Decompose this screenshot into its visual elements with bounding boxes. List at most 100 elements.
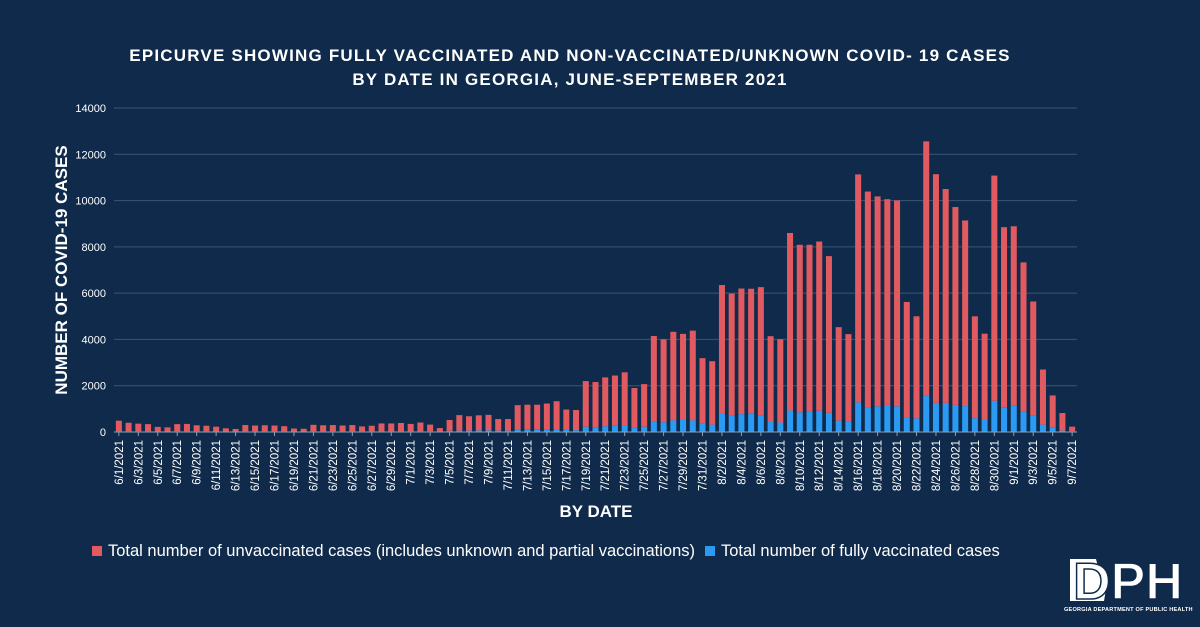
legend-label-vaccinated: Total number of fully vaccinated cases: [721, 541, 1000, 560]
bar-unvaccinated: [563, 409, 570, 430]
bar-vaccinated: [1039, 424, 1046, 432]
bar-unvaccinated: [757, 287, 764, 416]
bar-vaccinated: [1049, 427, 1056, 432]
bar-vaccinated: [534, 429, 541, 432]
x-tick-label: 6/13/2021: [231, 440, 243, 491]
bar-vaccinated: [981, 419, 988, 432]
bar-unvaccinated: [660, 339, 667, 423]
bar-unvaccinated: [611, 375, 618, 426]
bar-vaccinated: [884, 404, 891, 432]
bar-unvaccinated: [602, 377, 609, 427]
x-tick-label: 6/11/2021: [211, 440, 223, 490]
bar-unvaccinated: [466, 416, 473, 431]
bar-unvaccinated: [310, 424, 317, 432]
x-tick-label: 8/28/2021: [970, 440, 982, 491]
x-tick-label: 6/25/2021: [347, 440, 359, 491]
bar-vaccinated: [650, 421, 657, 432]
x-tick-label: 8/10/2021: [795, 440, 807, 491]
bar-unvaccinated: [135, 423, 142, 432]
bar-unvaccinated: [864, 191, 871, 408]
bar-vaccinated: [466, 430, 473, 432]
x-tick-label: 7/19/2021: [581, 440, 593, 491]
x-tick-label: 9/5/2021: [1048, 440, 1060, 485]
bar-vaccinated: [991, 400, 998, 432]
bar-unvaccinated: [621, 372, 628, 426]
x-axis-label: BY DATE: [559, 502, 632, 521]
bar-unvaccinated: [796, 244, 803, 413]
x-tick-label: 6/21/2021: [308, 440, 320, 491]
x-tick-label: 7/21/2021: [600, 440, 612, 491]
bar-vaccinated: [582, 426, 589, 432]
bar-unvaccinated: [942, 189, 949, 403]
bar-unvaccinated: [543, 403, 550, 430]
bar-unvaccinated: [417, 422, 424, 432]
bar-unvaccinated: [388, 423, 395, 432]
bar-unvaccinated: [232, 428, 239, 432]
bar-vaccinated: [670, 420, 677, 432]
y-tick-label: 0: [100, 427, 106, 439]
y-tick-label: 4000: [82, 334, 106, 346]
x-tick-label: 7/11/2021: [503, 440, 515, 490]
bar-unvaccinated: [806, 244, 813, 412]
bar-vaccinated: [631, 427, 638, 432]
x-tick-label: 6/27/2021: [367, 440, 379, 491]
bar-unvaccinated: [446, 419, 453, 431]
x-tick-label: 8/2/2021: [717, 440, 729, 485]
bar-vaccinated: [864, 407, 871, 432]
bar-vaccinated: [573, 430, 580, 432]
bar-vaccinated: [699, 423, 706, 432]
bar-unvaccinated: [573, 410, 580, 431]
y-axis-label: NUMBER OF COVID-19 CASES: [52, 145, 71, 394]
bar-unvaccinated: [290, 428, 297, 432]
x-tick-label: 6/5/2021: [153, 440, 165, 485]
bar-unvaccinated: [456, 415, 463, 431]
x-tick-label: 7/1/2021: [406, 440, 418, 485]
bar-unvaccinated: [923, 141, 930, 396]
y-axis-ticks: 0 2000 4000 6000 8000 10000 12000 14000: [75, 103, 106, 439]
bar-vaccinated: [563, 429, 570, 432]
bar-vaccinated: [553, 429, 560, 432]
bar-unvaccinated: [699, 358, 706, 424]
dph-logo-subtext: GEORGIA DEPARTMENT OF PUBLIC HEALTH: [1064, 607, 1193, 613]
bar-vaccinated: [592, 427, 599, 432]
bar-vaccinated: [806, 411, 813, 432]
bar-unvaccinated: [670, 331, 677, 421]
x-tick-label: 7/17/2021: [561, 440, 573, 491]
bar-vaccinated: [952, 404, 959, 432]
chart-legend: Total number of unvaccinated cases (incl…: [92, 541, 1010, 561]
y-tick-label: 14000: [75, 103, 106, 115]
x-tick-label: 7/25/2021: [639, 440, 651, 491]
bar-unvaccinated: [397, 422, 404, 432]
bar-unvaccinated: [971, 316, 978, 419]
bar-vaccinated: [709, 424, 716, 432]
x-tick-label: 6/23/2021: [328, 440, 340, 491]
chart-bars: [115, 141, 1076, 432]
bar-unvaccinated: [427, 424, 434, 432]
bar-vaccinated: [718, 413, 725, 432]
bar-vaccinated: [787, 410, 794, 432]
bar-unvaccinated: [183, 423, 190, 432]
bar-unvaccinated: [825, 256, 832, 413]
chart-title-line2: BY DATE IN GEORGIA, JUNE-SEPTEMBER 2021: [352, 70, 788, 89]
x-tick-label: 6/19/2021: [289, 440, 301, 491]
bar-unvaccinated: [748, 288, 755, 414]
bar-unvaccinated: [1049, 395, 1056, 428]
bar-unvaccinated: [524, 404, 531, 430]
x-tick-label: 7/3/2021: [425, 440, 437, 485]
bar-unvaccinated: [767, 336, 774, 423]
bar-unvaccinated: [115, 420, 122, 432]
bar-vaccinated: [942, 402, 949, 432]
bar-vaccinated: [611, 425, 618, 432]
bar-unvaccinated: [1001, 227, 1008, 408]
bar-vaccinated: [903, 417, 910, 432]
x-tick-label: 9/1/2021: [1009, 440, 1021, 485]
bar-unvaccinated: [174, 424, 181, 432]
x-tick-label: 6/9/2021: [192, 440, 204, 485]
y-tick-label: 2000: [82, 381, 106, 393]
bar-vaccinated: [738, 414, 745, 432]
bar-unvaccinated: [952, 207, 959, 405]
bar-vaccinated: [475, 430, 482, 432]
x-tick-label: 8/8/2021: [775, 440, 787, 485]
bar-unvaccinated: [485, 414, 492, 431]
bar-vaccinated: [825, 412, 832, 432]
